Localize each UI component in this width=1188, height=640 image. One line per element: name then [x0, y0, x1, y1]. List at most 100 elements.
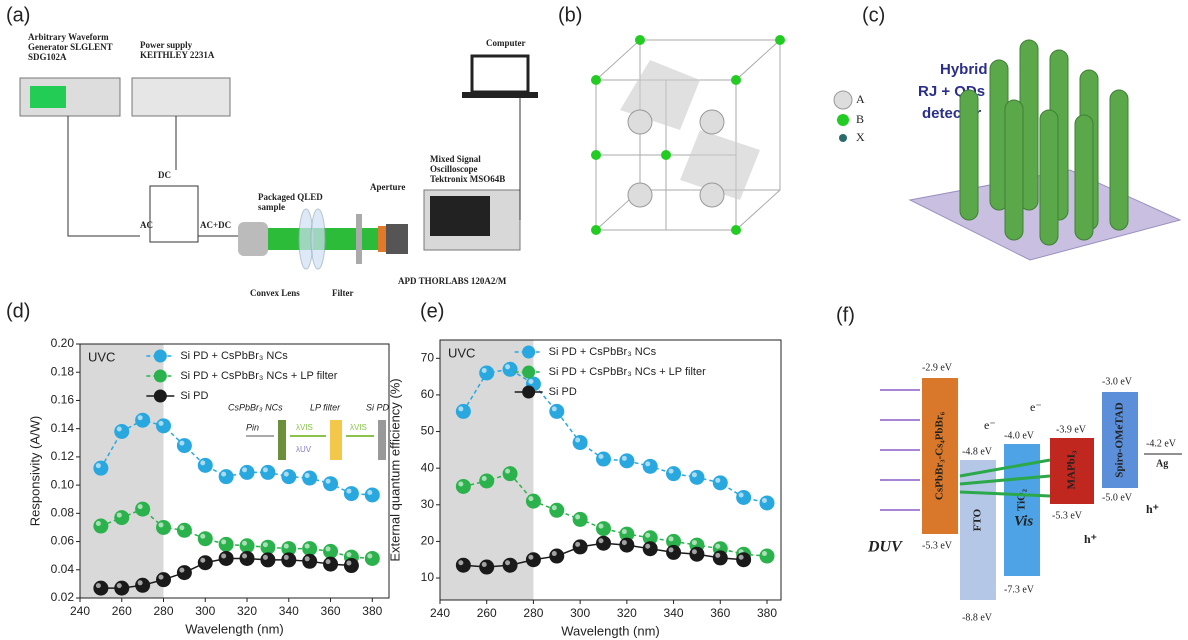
x-tick-label: 240	[430, 606, 450, 620]
legend-label: X	[856, 130, 865, 144]
y-tick-label: 20	[421, 534, 435, 548]
marker	[135, 578, 150, 593]
marker-highlight	[458, 560, 463, 565]
y-tick-label: 0.20	[51, 336, 75, 350]
band-name: MAPbI₃	[1066, 450, 1078, 489]
label: SDG102A	[28, 52, 67, 62]
marker-highlight	[138, 504, 143, 509]
lens	[311, 209, 325, 269]
y-tick-label: 0.12	[51, 449, 75, 463]
marker	[759, 495, 774, 510]
marker-highlight	[179, 441, 184, 446]
label: Hybrid	[940, 61, 988, 78]
x-axis-title: Wavelength (nm)	[561, 623, 660, 638]
marker	[573, 435, 588, 450]
label: Tektronix MSO64B	[430, 174, 505, 184]
inset-part	[330, 420, 342, 460]
marker-highlight	[505, 469, 510, 474]
marker	[526, 494, 541, 509]
y-tick-label: 0.16	[51, 393, 75, 407]
marker-highlight	[669, 547, 674, 552]
x-tick-label: 320	[617, 606, 637, 620]
marker	[759, 549, 774, 564]
setup: Arbitrary Waveform Generator SLGLENT SDG…	[20, 32, 538, 298]
marker-highlight	[242, 553, 247, 558]
marker-highlight	[762, 498, 767, 503]
band-name: Spiro-OMeTAD	[1114, 402, 1126, 477]
y-axis-title: Responsivity (A/W)	[27, 416, 42, 527]
label: AC+DC	[200, 220, 231, 230]
band-name: Ag	[1156, 458, 1168, 469]
marker	[456, 558, 471, 573]
marker	[114, 581, 129, 596]
marker	[619, 538, 634, 553]
y-tick-label: 0.08	[51, 506, 75, 520]
marker-highlight	[346, 489, 351, 494]
marker-highlight	[598, 538, 603, 543]
legend-label: Si PD	[180, 390, 208, 402]
marker-highlight	[179, 525, 184, 530]
marker-highlight	[552, 505, 557, 510]
marker-highlight	[326, 559, 331, 564]
y-tick-label: 0.18	[51, 364, 75, 378]
marker	[240, 465, 255, 480]
marker	[526, 552, 541, 567]
marker-highlight	[482, 368, 487, 373]
label: e⁻	[984, 418, 996, 432]
screen	[430, 196, 490, 236]
marker	[365, 487, 380, 502]
label: Generator SLGLENT	[28, 42, 113, 52]
level: -7.3 eV	[1004, 584, 1035, 595]
marker	[503, 362, 518, 377]
marker-highlight	[458, 481, 463, 486]
marker-highlight	[346, 552, 351, 557]
legend-marker	[154, 350, 167, 363]
level: -2.9 eV	[922, 362, 953, 373]
marker-highlight	[96, 521, 101, 526]
marker-highlight	[242, 467, 247, 472]
marker-highlight	[739, 492, 744, 497]
marker	[666, 466, 681, 481]
marker	[156, 520, 171, 535]
marker	[503, 466, 518, 481]
marker-highlight	[645, 461, 650, 466]
bias-tee	[150, 186, 198, 242]
marker	[93, 581, 108, 596]
shaded-region	[80, 344, 164, 598]
marker	[135, 502, 150, 517]
marker	[549, 404, 564, 419]
rod	[1005, 100, 1023, 240]
marker-highlight	[669, 469, 674, 474]
marker	[549, 549, 564, 564]
marker-highlight	[284, 544, 289, 549]
marker-highlight	[326, 546, 331, 551]
marker	[344, 558, 359, 573]
level: -4.2 eV	[1146, 438, 1177, 449]
x-tick-label: 360	[710, 606, 730, 620]
marker	[689, 547, 704, 562]
inset-label: Pin	[246, 422, 259, 432]
y-tick-label: 10	[421, 570, 435, 584]
legend-label: B	[856, 112, 864, 126]
marker-highlight	[305, 556, 310, 561]
marker-highlight	[692, 549, 697, 554]
y-tick-label: 30	[421, 497, 435, 511]
atom-a	[628, 110, 652, 134]
marker-highlight	[367, 553, 372, 558]
inset-label: LP filter	[310, 402, 341, 412]
panel-label: (b)	[558, 4, 582, 26]
label: APD THORLABS 120A2/M	[398, 276, 507, 286]
legend-marker	[522, 386, 535, 399]
marker	[114, 424, 129, 439]
marker-highlight	[598, 454, 603, 459]
marker-highlight	[200, 460, 205, 465]
lattice-edge	[736, 190, 780, 230]
marker	[736, 552, 751, 567]
marker-highlight	[117, 583, 122, 588]
level: -4.0 eV	[1004, 430, 1035, 441]
marker	[198, 531, 213, 546]
marker-highlight	[221, 539, 226, 544]
label: h⁺	[1146, 502, 1159, 516]
inset-label: Si PD	[366, 402, 390, 412]
marker-highlight	[622, 540, 627, 545]
